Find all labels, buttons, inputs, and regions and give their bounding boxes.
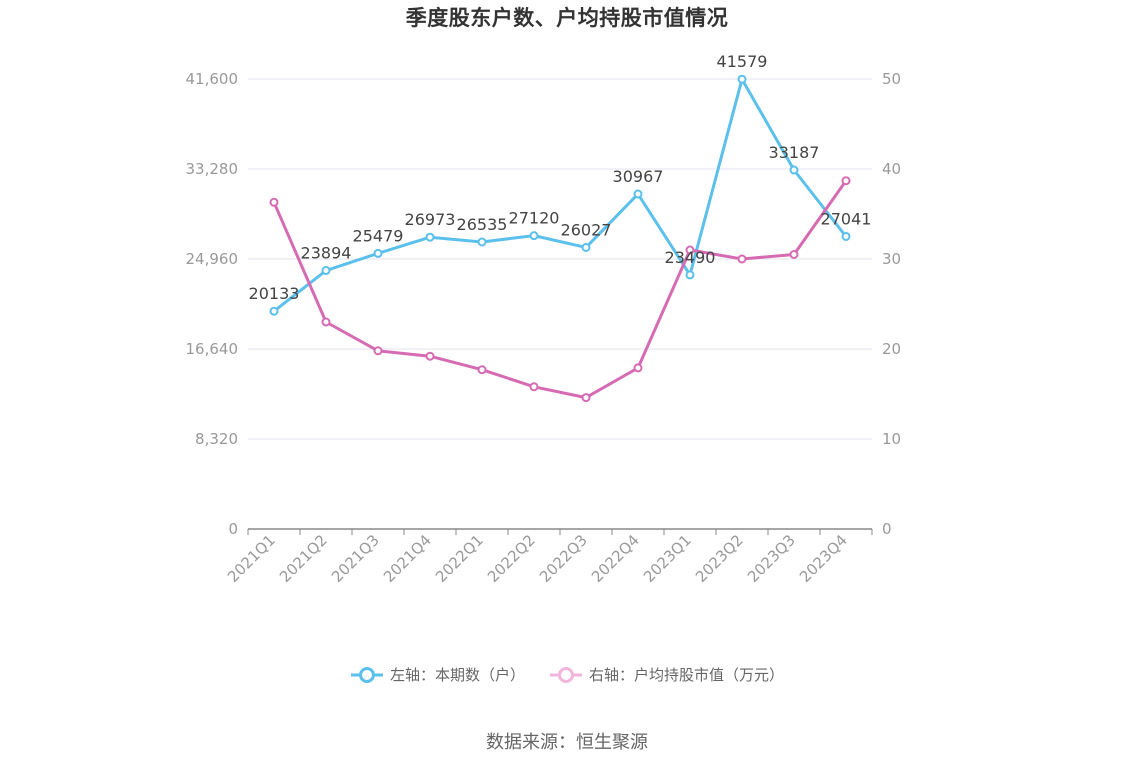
legend-item-right-axis[interactable]: 右轴：户均持股市值（万元） — [549, 664, 784, 685]
legend-right-series-swatch-icon — [550, 666, 582, 683]
right-series-point — [373, 346, 383, 356]
right-series-point — [425, 351, 435, 361]
right-axis-tick-label: 40 — [882, 160, 901, 178]
left-axis-tick-label: 16,640 — [186, 340, 239, 358]
x-axis-category-label: 2023Q4 — [796, 531, 851, 586]
left-series-point — [685, 270, 695, 280]
right-series-point — [321, 317, 331, 327]
grid-layer — [248, 78, 872, 440]
x-axis-category-label: 2021Q2 — [276, 531, 331, 586]
left-series-point — [269, 306, 279, 316]
right-axis-tick-label: 10 — [882, 430, 901, 448]
right-series-point — [477, 365, 487, 375]
data-label: 26027 — [561, 220, 612, 239]
left-axis-tick-label: 41,600 — [186, 70, 239, 88]
x-axis-category-label: 2023Q1 — [640, 531, 695, 586]
chart-title: 季度股东户数、户均持股市值情况 — [405, 6, 729, 30]
data-label: 23894 — [301, 244, 352, 263]
legend-left-series-swatch-icon — [350, 666, 383, 683]
source-note: 数据来源：恒生聚源 — [486, 732, 648, 753]
data-label: 20133 — [249, 284, 300, 303]
right-series-point — [841, 176, 851, 186]
data-label: 25479 — [353, 226, 404, 245]
x-axis-category-label: 2023Q2 — [692, 531, 747, 586]
data-label: 23490 — [665, 248, 716, 267]
x-axis-category-label: 2022Q4 — [588, 531, 643, 586]
right-series-point — [529, 382, 539, 392]
legend-item-left-axis[interactable]: 左轴：本期数（户） — [350, 664, 525, 685]
left-series-point — [633, 189, 643, 199]
data-label: 30967 — [613, 167, 664, 186]
right-series-point — [685, 245, 695, 255]
legend-left-label: 左轴：本期数（户） — [389, 666, 525, 684]
left-series-point — [425, 232, 435, 242]
right-series-point — [581, 393, 591, 403]
x-axis-category-label: 2022Q1 — [432, 531, 487, 586]
series-layer — [269, 74, 851, 403]
right-series-point — [633, 363, 643, 373]
left-series-point — [737, 74, 747, 84]
left-series-point — [581, 242, 591, 252]
data-label: 26535 — [457, 215, 508, 234]
right-axis-tick-label: 20 — [882, 340, 901, 358]
right-series-line — [272, 179, 848, 400]
left-series-point — [529, 231, 539, 241]
x-axis-category-label: 2022Q3 — [536, 531, 591, 586]
x-axis-category-label: 2022Q2 — [484, 531, 539, 586]
left-series-point — [477, 237, 487, 247]
left-axis-tick-label: 0 — [228, 520, 238, 538]
right-axis-tick-label: 0 — [882, 520, 892, 538]
left-series-point — [841, 231, 851, 241]
x-axis-category-label: 2021Q3 — [328, 531, 383, 586]
legend-right-label: 右轴：户均持股市值（万元） — [589, 666, 785, 684]
left-axis-tick-label: 33,280 — [186, 160, 239, 178]
left-series-point — [789, 165, 799, 175]
left-series-line — [273, 77, 848, 313]
data-label: 41579 — [717, 52, 768, 71]
right-series-point — [737, 254, 747, 264]
x-axis-category-label: 2023Q3 — [744, 531, 799, 586]
right-axis-tick-label: 30 — [882, 250, 901, 268]
data-label: 27120 — [509, 209, 560, 228]
legend: 左轴：本期数（户） 右轴：户均持股市值（万元） — [0, 664, 1134, 685]
data-label: 33187 — [769, 143, 820, 162]
left-series-point — [373, 248, 383, 258]
right-axis-tick-label: 50 — [882, 70, 901, 88]
data-label: 27041 — [821, 209, 872, 228]
x-axis-category-label: 2021Q1 — [224, 531, 279, 586]
left-axis-tick-label: 24,960 — [186, 250, 239, 268]
right-series-point — [789, 250, 799, 259]
right-series-point — [269, 197, 279, 207]
data-label: 26973 — [405, 210, 456, 229]
left-series-point — [321, 266, 331, 276]
x-axis-category-label: 2021Q4 — [380, 531, 435, 586]
left-axis-tick-label: 8,320 — [195, 430, 238, 448]
